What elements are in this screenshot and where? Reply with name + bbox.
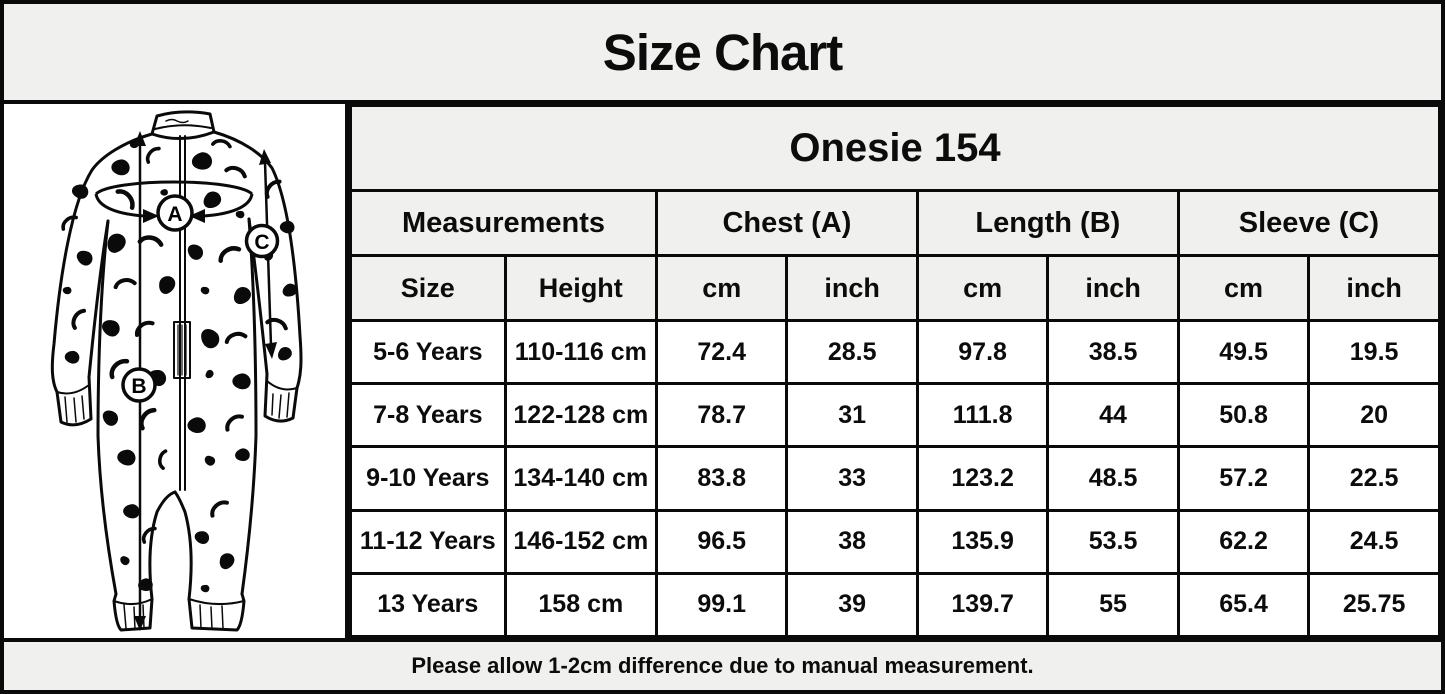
- table-row: 11-12 Years 146-152 cm 96.5 38 135.9 53.…: [349, 508, 1441, 575]
- product-title: Onesie 154: [349, 104, 1441, 192]
- sleeve-cm-cell: 57.2: [1176, 445, 1311, 512]
- size-cell: 11-12 Years: [349, 508, 507, 575]
- subheader-size: Size: [349, 254, 507, 322]
- sleeve-cm-cell: 62.2: [1176, 508, 1311, 575]
- length-inch-cell: 48.5: [1046, 445, 1180, 512]
- subheader-chest-cm: cm: [654, 254, 789, 322]
- sleeve-inch-cell: 24.5: [1307, 508, 1441, 575]
- height-cell: 110-116 cm: [503, 318, 658, 386]
- main-area: A B C: [4, 104, 1442, 639]
- marker-C: C: [244, 223, 280, 259]
- table-row: 5-6 Years 110-116 cm 72.4 28.5 97.8 38.5…: [349, 318, 1441, 386]
- length-cm-cell: 97.8: [915, 318, 1050, 386]
- sleeve-inch-cell: 20: [1307, 382, 1441, 449]
- subheader-sleeve-cm: cm: [1176, 254, 1311, 322]
- chest-cm-cell: 99.1: [654, 571, 789, 639]
- size-cell: 7-8 Years: [349, 382, 507, 449]
- subheader-chest-inch: inch: [785, 254, 919, 322]
- size-cell: 9-10 Years: [349, 445, 507, 512]
- marker-a-label: A: [167, 203, 182, 226]
- sleeve-cm-cell: 65.4: [1176, 571, 1311, 639]
- length-inch-cell: 53.5: [1046, 508, 1180, 575]
- size-table: Onesie 154 Measurements Chest (A) Length…: [349, 104, 1442, 639]
- chest-inch-cell: 38: [785, 508, 919, 575]
- length-inch-cell: 38.5: [1046, 318, 1180, 386]
- table-row: 9-10 Years 134-140 cm 83.8 33 123.2 48.5…: [349, 445, 1441, 512]
- marker-c-label: C: [254, 231, 269, 254]
- subheader-height: Height: [503, 254, 658, 322]
- chest-inch-cell: 39: [785, 571, 919, 639]
- footer-note: Please allow 1-2cm difference due to man…: [411, 653, 1034, 678]
- chest-measure-ellipse: [94, 180, 254, 223]
- chest-inch-cell: 33: [785, 445, 919, 512]
- header-sleeve: Sleeve (C): [1176, 189, 1442, 257]
- length-inch-cell: 55: [1046, 571, 1180, 639]
- chest-cm-cell: 72.4: [654, 318, 789, 386]
- header-chest: Chest (A): [654, 189, 919, 257]
- length-cm-cell: 123.2: [915, 445, 1050, 512]
- subheader-sleeve-inch: inch: [1307, 254, 1441, 322]
- sleeve-cm-cell: 50.8: [1176, 382, 1311, 449]
- height-cell: 158 cm: [503, 571, 658, 639]
- subheader-length-inch: inch: [1046, 254, 1180, 322]
- length-cm-cell: 139.7: [915, 571, 1050, 639]
- height-cell: 146-152 cm: [503, 508, 658, 575]
- chest-cm-cell: 83.8: [654, 445, 789, 512]
- product-header-row: Onesie 154: [349, 104, 1441, 192]
- title-bar: Size Chart: [4, 4, 1441, 104]
- chest-cm-cell: 96.5: [654, 508, 789, 575]
- size-table-wrap: Onesie 154 Measurements Chest (A) Length…: [349, 104, 1442, 639]
- sleeve-cm-cell: 49.5: [1176, 318, 1311, 386]
- marker-B: B: [121, 367, 157, 403]
- height-cell: 122-128 cm: [503, 382, 658, 449]
- group-header-row: Measurements Chest (A) Length (B) Sleeve…: [349, 189, 1442, 257]
- marker-A: A: [156, 194, 194, 232]
- table-row: 7-8 Years 122-128 cm 78.7 31 111.8 44 50…: [349, 382, 1441, 449]
- onesie-drawing-svg: A B C: [50, 110, 303, 632]
- page-title: Size Chart: [602, 23, 843, 81]
- header-measurements: Measurements: [349, 189, 658, 257]
- subheader-length-cm: cm: [915, 254, 1050, 322]
- onesie-outline: [50, 110, 303, 632]
- footer-note-bar: Please allow 1-2cm difference due to man…: [4, 638, 1441, 690]
- length-cm-cell: 135.9: [915, 508, 1050, 575]
- chest-inch-cell: 31: [785, 382, 919, 449]
- header-length: Length (B): [915, 189, 1180, 257]
- chest-inch-cell: 28.5: [785, 318, 919, 386]
- length-inch-cell: 44: [1046, 382, 1180, 449]
- chest-cm-cell: 78.7: [654, 382, 789, 449]
- table-row: 13 Years 158 cm 99.1 39 139.7 55 65.4 25…: [349, 571, 1441, 639]
- onesie-illustration: A B C: [4, 104, 349, 638]
- marker-b-label: B: [131, 375, 146, 398]
- size-cell: 13 Years: [349, 571, 507, 639]
- sleeve-inch-cell: 25.75: [1307, 571, 1441, 639]
- sleeve-inch-cell: 19.5: [1307, 318, 1441, 386]
- sub-header-row: Size Height cm inch cm inch cm inch: [349, 254, 1441, 322]
- size-cell: 5-6 Years: [349, 318, 507, 386]
- length-cm-cell: 111.8: [915, 382, 1050, 449]
- sleeve-inch-cell: 22.5: [1307, 445, 1441, 512]
- height-cell: 134-140 cm: [503, 445, 658, 512]
